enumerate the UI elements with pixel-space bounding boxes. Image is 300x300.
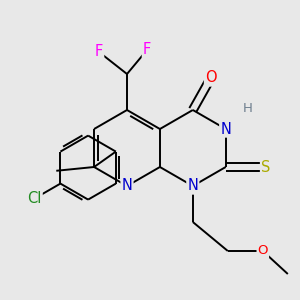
Text: N: N — [220, 122, 231, 136]
Text: S: S — [261, 160, 270, 175]
Text: N: N — [188, 178, 198, 194]
Text: H: H — [243, 103, 253, 116]
Text: F: F — [143, 43, 151, 58]
Text: O: O — [258, 244, 268, 257]
Text: N: N — [122, 178, 132, 194]
Text: O: O — [205, 70, 217, 86]
Text: Cl: Cl — [27, 191, 42, 206]
Text: F: F — [95, 44, 103, 59]
